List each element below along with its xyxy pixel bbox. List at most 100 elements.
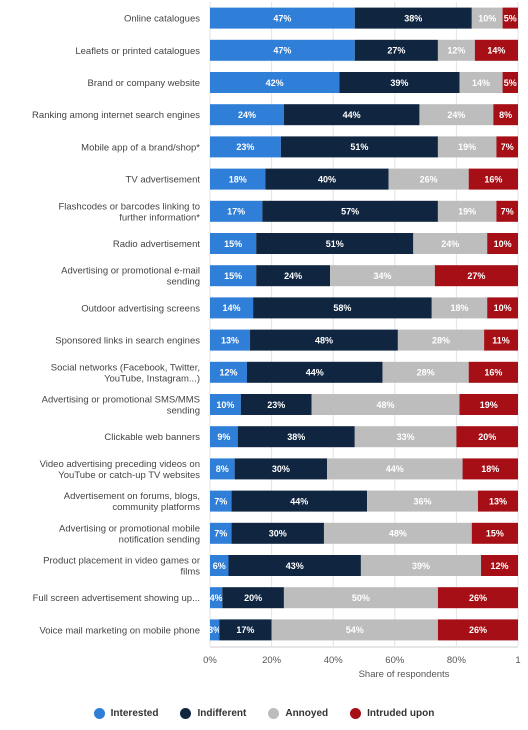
bar-segment-annoyed bbox=[360, 555, 482, 576]
category-label: TV advertisement bbox=[126, 175, 201, 186]
bar-segment-indifferent bbox=[256, 265, 331, 287]
bar-segment-interested bbox=[210, 522, 232, 544]
bar-segment-interested bbox=[210, 7, 355, 29]
bar-segment-interested bbox=[210, 136, 281, 158]
bar-segment-interested bbox=[210, 104, 284, 126]
bar-segment-intruded-upon bbox=[493, 104, 518, 126]
data-label: 18% bbox=[229, 174, 247, 184]
x-tick-label: 40% bbox=[324, 655, 344, 666]
data-label: 23% bbox=[236, 142, 254, 152]
data-label: 43% bbox=[286, 561, 304, 571]
data-label: 48% bbox=[389, 529, 407, 539]
bar-segment-interested bbox=[210, 394, 241, 415]
x-tick-label: 60% bbox=[385, 655, 405, 666]
bar-segment-annoyed bbox=[419, 104, 494, 126]
category-label: Clickable web banners bbox=[104, 432, 200, 443]
legend-item-indifferent[interactable]: Indifferent bbox=[180, 707, 247, 719]
bar-segment-interested bbox=[210, 200, 263, 222]
data-label: 8% bbox=[216, 464, 229, 474]
category-label: Advertising or promotional SMS/MMS sendin… bbox=[42, 395, 200, 417]
category-label: Video advertising preceding videos on You… bbox=[40, 459, 201, 481]
data-label: 11% bbox=[492, 335, 510, 345]
data-label: 4% bbox=[210, 593, 223, 603]
bar-segment-annoyed bbox=[397, 329, 485, 351]
legend-label: Interested bbox=[110, 707, 159, 719]
bar-segment-interested bbox=[210, 555, 229, 576]
bar-segment-intruded-upon bbox=[487, 297, 518, 319]
bar-segment-interested bbox=[210, 587, 223, 609]
data-label: 8% bbox=[499, 110, 512, 120]
x-tick-label: 1 bbox=[515, 655, 520, 666]
bar-segment-interested bbox=[210, 426, 238, 448]
bar-segment-interested bbox=[210, 168, 266, 190]
bar-segment-indifferent bbox=[262, 200, 438, 222]
bar-segment-interested bbox=[210, 329, 251, 351]
data-label: 20% bbox=[478, 432, 496, 442]
data-label: 26% bbox=[420, 174, 438, 184]
legend-label: Indifferent bbox=[197, 707, 247, 719]
bar-segment-intruded-upon bbox=[462, 458, 518, 480]
bar-segment-interested bbox=[210, 490, 232, 512]
bar-segment-annoyed bbox=[283, 587, 438, 609]
data-label: 26% bbox=[469, 593, 487, 603]
data-label: 44% bbox=[343, 110, 361, 120]
data-label: 48% bbox=[315, 335, 333, 345]
data-label: 14% bbox=[223, 303, 241, 313]
bar-segment-intruded-upon bbox=[502, 7, 518, 29]
bar-segment-annoyed bbox=[311, 394, 460, 415]
bar-segment-indifferent bbox=[354, 7, 472, 29]
bar-segment-indifferent bbox=[240, 394, 312, 415]
bar-segment-interested bbox=[210, 619, 220, 641]
data-label: 15% bbox=[224, 271, 242, 281]
x-tick-label: 80% bbox=[447, 655, 467, 666]
bar-segment-interested bbox=[210, 361, 247, 383]
data-label: 36% bbox=[414, 496, 432, 506]
bar-segment-intruded-upon bbox=[484, 329, 518, 351]
data-label: 16% bbox=[484, 174, 502, 184]
data-label: 24% bbox=[441, 239, 459, 249]
bar-segment-indifferent bbox=[339, 72, 460, 93]
bar-segment-intruded-upon bbox=[468, 361, 518, 383]
data-label: 30% bbox=[272, 464, 290, 474]
bar-segment-annoyed bbox=[354, 426, 457, 448]
data-label: 7% bbox=[214, 529, 227, 539]
bar-segment-annoyed bbox=[271, 619, 438, 641]
bar-segment-annoyed bbox=[382, 361, 469, 383]
bar-segment-annoyed bbox=[388, 168, 469, 190]
data-label: 38% bbox=[404, 13, 422, 23]
data-label: 39% bbox=[412, 561, 430, 571]
bar-segment-intruded-upon bbox=[468, 168, 518, 190]
data-label: 47% bbox=[273, 13, 291, 23]
category-label: Flashcodes or barcodes linking to further… bbox=[58, 201, 200, 223]
category-label: Leaflets or printed catalogues bbox=[75, 46, 200, 57]
legend-item-interested[interactable]: Interested bbox=[93, 707, 159, 719]
category-label: Online catalogues bbox=[124, 14, 200, 25]
bar-segment-interested bbox=[210, 297, 254, 319]
bar-segment-interested bbox=[210, 233, 257, 254]
bar-segment-intruded-upon bbox=[496, 200, 518, 222]
data-label: 39% bbox=[390, 78, 408, 88]
bar-segment-annoyed bbox=[459, 72, 503, 93]
data-label: 7% bbox=[501, 142, 514, 152]
bar-segment-indifferent bbox=[246, 361, 383, 383]
x-tick-label: 20% bbox=[262, 655, 282, 666]
bar-segment-indifferent bbox=[256, 233, 414, 254]
category-label: Radio advertisement bbox=[113, 239, 200, 250]
data-label: 10% bbox=[494, 303, 512, 313]
bar-segment-indifferent bbox=[234, 458, 328, 480]
category-label: Sponsored links in search engines bbox=[55, 336, 200, 347]
category-label: Ranking among internet search engines bbox=[32, 110, 200, 121]
data-label: 19% bbox=[458, 142, 476, 152]
bar-segment-indifferent bbox=[354, 39, 438, 61]
legend-item-annoyed[interactable]: Annoyed bbox=[268, 707, 328, 719]
data-label: 47% bbox=[273, 46, 291, 56]
data-label: 17% bbox=[227, 207, 245, 217]
category-label: Advertising or promotional mobile notific… bbox=[59, 523, 200, 545]
data-label: 9% bbox=[217, 432, 230, 442]
legend-item-intruded-upon[interactable]: Intruded upon bbox=[350, 707, 435, 719]
bar-segment-indifferent bbox=[280, 136, 438, 158]
data-label: 5% bbox=[504, 78, 517, 88]
bar-segment-intruded-upon bbox=[459, 394, 518, 415]
legend-label: Intruded upon bbox=[367, 707, 435, 719]
bar-segment-annoyed bbox=[471, 7, 503, 29]
